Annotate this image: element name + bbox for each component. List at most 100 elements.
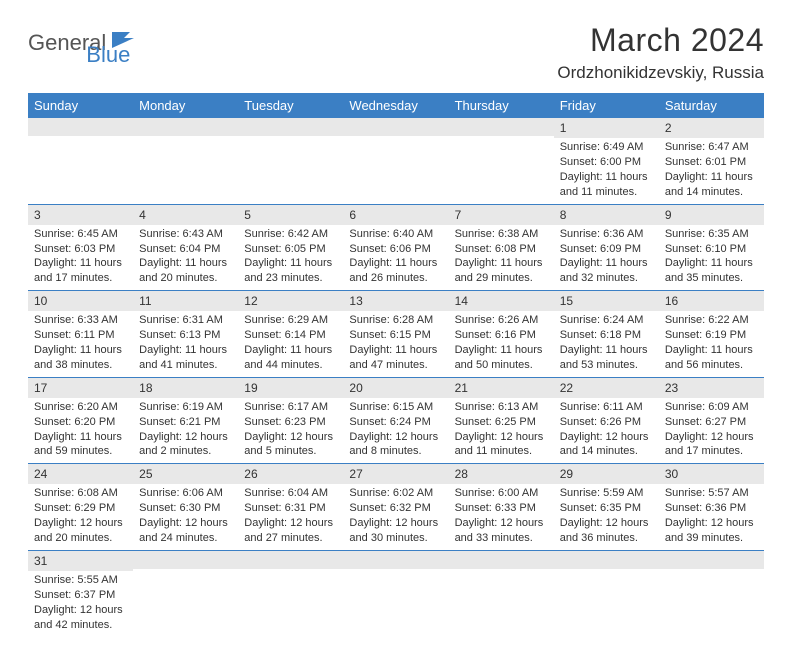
sunrise-text: Sunrise: 6:08 AM — [34, 486, 127, 501]
daylight-text-2: and 29 minutes. — [455, 271, 548, 286]
day-data: Sunrise: 6:15 AMSunset: 6:24 PMDaylight:… — [343, 398, 448, 463]
day-number — [238, 118, 343, 136]
day-number: 3 — [28, 205, 133, 225]
sunset-text: Sunset: 6:15 PM — [349, 328, 442, 343]
daylight-text-2: and 33 minutes. — [455, 531, 548, 546]
sunrise-text: Sunrise: 6:42 AM — [244, 227, 337, 242]
daylight-text-1: Daylight: 11 hours — [139, 343, 232, 358]
sunrise-text: Sunrise: 6:09 AM — [665, 400, 758, 415]
sunrise-text: Sunrise: 6:33 AM — [34, 313, 127, 328]
calendar-day-cell: 17Sunrise: 6:20 AMSunset: 6:20 PMDayligh… — [28, 377, 133, 464]
daylight-text-1: Daylight: 12 hours — [455, 430, 548, 445]
sunset-text: Sunset: 6:35 PM — [560, 501, 653, 516]
day-data: Sunrise: 6:35 AMSunset: 6:10 PMDaylight:… — [659, 225, 764, 290]
daylight-text-1: Daylight: 12 hours — [665, 516, 758, 531]
day-data — [133, 136, 238, 186]
day-number — [238, 551, 343, 569]
sunrise-text: Sunrise: 6:26 AM — [455, 313, 548, 328]
calendar-day-cell: 4Sunrise: 6:43 AMSunset: 6:04 PMDaylight… — [133, 204, 238, 291]
day-number — [449, 551, 554, 569]
sunset-text: Sunset: 6:32 PM — [349, 501, 442, 516]
day-data: Sunrise: 6:00 AMSunset: 6:33 PMDaylight:… — [449, 484, 554, 549]
daylight-text-1: Daylight: 12 hours — [244, 430, 337, 445]
day-number: 1 — [554, 118, 659, 138]
calendar-day-cell: 3Sunrise: 6:45 AMSunset: 6:03 PMDaylight… — [28, 204, 133, 291]
daylight-text-2: and 36 minutes. — [560, 531, 653, 546]
sunset-text: Sunset: 6:24 PM — [349, 415, 442, 430]
sunrise-text: Sunrise: 6:45 AM — [34, 227, 127, 242]
sunrise-text: Sunrise: 6:43 AM — [139, 227, 232, 242]
day-data — [238, 136, 343, 186]
calendar-day-cell: 1Sunrise: 6:49 AMSunset: 6:00 PMDaylight… — [554, 118, 659, 204]
daylight-text-1: Daylight: 11 hours — [665, 256, 758, 271]
day-number: 7 — [449, 205, 554, 225]
sunrise-text: Sunrise: 6:15 AM — [349, 400, 442, 415]
calendar-day-cell: 2Sunrise: 6:47 AMSunset: 6:01 PMDaylight… — [659, 118, 764, 204]
sunset-text: Sunset: 6:25 PM — [455, 415, 548, 430]
sunset-text: Sunset: 6:01 PM — [665, 155, 758, 170]
day-number — [449, 118, 554, 136]
sunrise-text: Sunrise: 6:31 AM — [139, 313, 232, 328]
day-data: Sunrise: 6:36 AMSunset: 6:09 PMDaylight:… — [554, 225, 659, 290]
calendar-day-cell: 9Sunrise: 6:35 AMSunset: 6:10 PMDaylight… — [659, 204, 764, 291]
day-number — [659, 551, 764, 569]
sunset-text: Sunset: 6:04 PM — [139, 242, 232, 257]
sunrise-text: Sunrise: 6:49 AM — [560, 140, 653, 155]
day-number — [554, 551, 659, 569]
daylight-text-2: and 20 minutes. — [139, 271, 232, 286]
daylight-text-2: and 23 minutes. — [244, 271, 337, 286]
weekday-header: Thursday — [449, 93, 554, 118]
day-data — [343, 569, 448, 619]
day-number: 26 — [238, 464, 343, 484]
calendar-day-cell — [343, 118, 448, 204]
calendar-day-cell: 7Sunrise: 6:38 AMSunset: 6:08 PMDaylight… — [449, 204, 554, 291]
day-data: Sunrise: 6:04 AMSunset: 6:31 PMDaylight:… — [238, 484, 343, 549]
day-number: 9 — [659, 205, 764, 225]
day-data: Sunrise: 6:28 AMSunset: 6:15 PMDaylight:… — [343, 311, 448, 376]
daylight-text-2: and 59 minutes. — [34, 444, 127, 459]
daylight-text-1: Daylight: 11 hours — [560, 170, 653, 185]
daylight-text-2: and 30 minutes. — [349, 531, 442, 546]
sunrise-text: Sunrise: 6:38 AM — [455, 227, 548, 242]
daylight-text-1: Daylight: 11 hours — [349, 256, 442, 271]
daylight-text-2: and 24 minutes. — [139, 531, 232, 546]
daylight-text-2: and 5 minutes. — [244, 444, 337, 459]
day-number: 2 — [659, 118, 764, 138]
daylight-text-2: and 56 minutes. — [665, 358, 758, 373]
daylight-text-1: Daylight: 12 hours — [139, 516, 232, 531]
daylight-text-2: and 20 minutes. — [34, 531, 127, 546]
day-data: Sunrise: 6:06 AMSunset: 6:30 PMDaylight:… — [133, 484, 238, 549]
daylight-text-2: and 47 minutes. — [349, 358, 442, 373]
daylight-text-2: and 53 minutes. — [560, 358, 653, 373]
day-number — [343, 118, 448, 136]
sunrise-text: Sunrise: 6:47 AM — [665, 140, 758, 155]
daylight-text-1: Daylight: 11 hours — [455, 256, 548, 271]
day-number — [343, 551, 448, 569]
day-number: 16 — [659, 291, 764, 311]
day-data — [659, 569, 764, 619]
day-data: Sunrise: 5:55 AMSunset: 6:37 PMDaylight:… — [28, 571, 133, 636]
weekday-header: Monday — [133, 93, 238, 118]
weekday-header: Saturday — [659, 93, 764, 118]
sunset-text: Sunset: 6:14 PM — [244, 328, 337, 343]
logo: General Blue — [28, 22, 182, 56]
day-data — [554, 569, 659, 619]
sunset-text: Sunset: 6:29 PM — [34, 501, 127, 516]
calendar-day-cell — [449, 118, 554, 204]
calendar-day-cell: 21Sunrise: 6:13 AMSunset: 6:25 PMDayligh… — [449, 377, 554, 464]
calendar-day-cell: 5Sunrise: 6:42 AMSunset: 6:05 PMDaylight… — [238, 204, 343, 291]
sunrise-text: Sunrise: 6:13 AM — [455, 400, 548, 415]
weekday-header: Wednesday — [343, 93, 448, 118]
calendar-day-cell: 16Sunrise: 6:22 AMSunset: 6:19 PMDayligh… — [659, 291, 764, 378]
day-data: Sunrise: 6:43 AMSunset: 6:04 PMDaylight:… — [133, 225, 238, 290]
calendar-table: Sunday Monday Tuesday Wednesday Thursday… — [28, 93, 764, 636]
daylight-text-1: Daylight: 12 hours — [139, 430, 232, 445]
daylight-text-2: and 11 minutes. — [560, 185, 653, 200]
day-data: Sunrise: 6:24 AMSunset: 6:18 PMDaylight:… — [554, 311, 659, 376]
sunrise-text: Sunrise: 6:00 AM — [455, 486, 548, 501]
sunset-text: Sunset: 6:23 PM — [244, 415, 337, 430]
title-block: March 2024 Ordzhonikidzevskiy, Russia — [557, 22, 764, 83]
sunset-text: Sunset: 6:11 PM — [34, 328, 127, 343]
calendar-day-cell: 12Sunrise: 6:29 AMSunset: 6:14 PMDayligh… — [238, 291, 343, 378]
day-data: Sunrise: 6:45 AMSunset: 6:03 PMDaylight:… — [28, 225, 133, 290]
